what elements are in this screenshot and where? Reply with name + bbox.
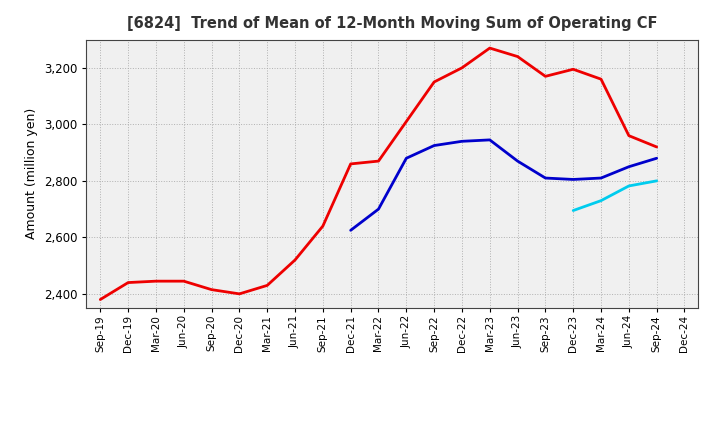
Title: [6824]  Trend of Mean of 12-Month Moving Sum of Operating CF: [6824] Trend of Mean of 12-Month Moving …	[127, 16, 657, 32]
Y-axis label: Amount (million yen): Amount (million yen)	[25, 108, 38, 239]
